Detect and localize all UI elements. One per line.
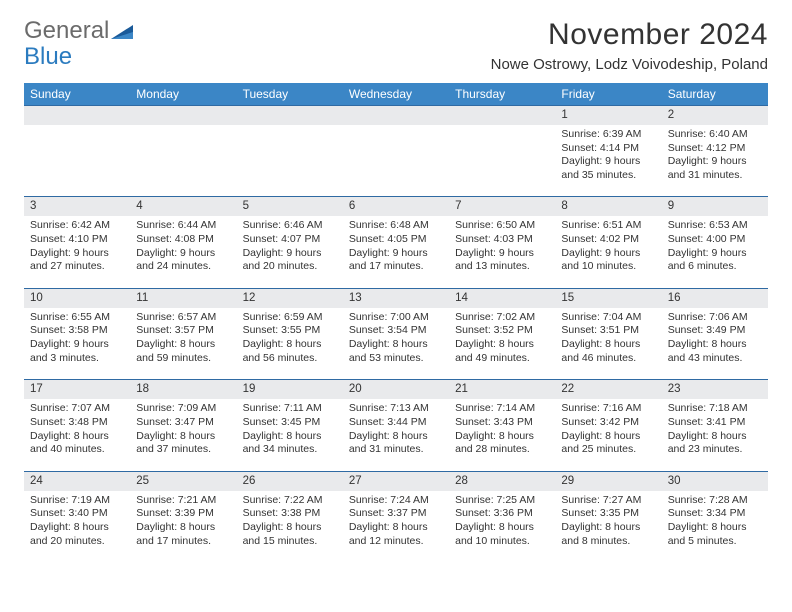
daynum-row: 17181920212223	[24, 380, 768, 399]
day-content-cell: Sunrise: 7:06 AMSunset: 3:49 PMDaylight:…	[662, 308, 768, 380]
day-number-cell: 13	[343, 288, 449, 307]
logo-text: General Blue	[24, 18, 133, 69]
logo-triangle-icon	[111, 19, 133, 44]
day-content-cell: Sunrise: 6:55 AMSunset: 3:58 PMDaylight:…	[24, 308, 130, 380]
weekday-header: Wednesday	[343, 83, 449, 106]
day-content-cell: Sunrise: 6:50 AMSunset: 4:03 PMDaylight:…	[449, 216, 555, 288]
day-number-cell: 5	[237, 197, 343, 216]
day-number-cell: 21	[449, 380, 555, 399]
day-number-cell: 6	[343, 197, 449, 216]
day-content-cell: Sunrise: 7:19 AMSunset: 3:40 PMDaylight:…	[24, 491, 130, 563]
day-number-cell: 10	[24, 288, 130, 307]
day-number-cell	[343, 106, 449, 125]
day-number-cell: 25	[130, 471, 236, 490]
day-content-cell: Sunrise: 7:24 AMSunset: 3:37 PMDaylight:…	[343, 491, 449, 563]
day-content-cell: Sunrise: 6:51 AMSunset: 4:02 PMDaylight:…	[555, 216, 661, 288]
calendar-table: SundayMondayTuesdayWednesdayThursdayFrid…	[24, 83, 768, 563]
day-content-row: Sunrise: 6:42 AMSunset: 4:10 PMDaylight:…	[24, 216, 768, 288]
weekday-header: Thursday	[449, 83, 555, 106]
day-content-cell: Sunrise: 7:21 AMSunset: 3:39 PMDaylight:…	[130, 491, 236, 563]
day-content-cell: Sunrise: 7:04 AMSunset: 3:51 PMDaylight:…	[555, 308, 661, 380]
day-number-cell: 14	[449, 288, 555, 307]
title-block: November 2024 Nowe Ostrowy, Lodz Voivode…	[491, 18, 768, 73]
day-content-cell: Sunrise: 6:40 AMSunset: 4:12 PMDaylight:…	[662, 125, 768, 197]
day-content-row: Sunrise: 7:19 AMSunset: 3:40 PMDaylight:…	[24, 491, 768, 563]
day-content-cell: Sunrise: 7:13 AMSunset: 3:44 PMDaylight:…	[343, 399, 449, 471]
daynum-row: 10111213141516	[24, 288, 768, 307]
day-content-cell	[24, 125, 130, 197]
logo: General Blue	[24, 18, 133, 69]
day-content-cell	[130, 125, 236, 197]
day-content-row: Sunrise: 7:07 AMSunset: 3:48 PMDaylight:…	[24, 399, 768, 471]
month-title: November 2024	[491, 18, 768, 52]
weekday-header: Sunday	[24, 83, 130, 106]
day-content-cell	[343, 125, 449, 197]
day-content-cell	[237, 125, 343, 197]
day-number-cell: 28	[449, 471, 555, 490]
logo-word-general: General	[24, 17, 109, 44]
weekday-header: Saturday	[662, 83, 768, 106]
day-content-cell: Sunrise: 6:48 AMSunset: 4:05 PMDaylight:…	[343, 216, 449, 288]
day-number-cell: 2	[662, 106, 768, 125]
day-number-cell: 11	[130, 288, 236, 307]
day-number-cell: 29	[555, 471, 661, 490]
day-content-cell: Sunrise: 6:57 AMSunset: 3:57 PMDaylight:…	[130, 308, 236, 380]
weekday-header-row: SundayMondayTuesdayWednesdayThursdayFrid…	[24, 83, 768, 106]
day-number-cell: 26	[237, 471, 343, 490]
day-number-cell: 17	[24, 380, 130, 399]
daynum-row: 24252627282930	[24, 471, 768, 490]
day-content-cell: Sunrise: 7:14 AMSunset: 3:43 PMDaylight:…	[449, 399, 555, 471]
day-content-cell: Sunrise: 7:28 AMSunset: 3:34 PMDaylight:…	[662, 491, 768, 563]
day-content-cell: Sunrise: 6:59 AMSunset: 3:55 PMDaylight:…	[237, 308, 343, 380]
day-content-cell: Sunrise: 7:25 AMSunset: 3:36 PMDaylight:…	[449, 491, 555, 563]
page: General Blue November 2024 Nowe Ostrowy,…	[0, 0, 792, 563]
header: General Blue November 2024 Nowe Ostrowy,…	[24, 18, 768, 73]
day-number-cell: 18	[130, 380, 236, 399]
day-content-cell: Sunrise: 7:18 AMSunset: 3:41 PMDaylight:…	[662, 399, 768, 471]
day-number-cell: 30	[662, 471, 768, 490]
day-number-cell	[237, 106, 343, 125]
day-content-cell: Sunrise: 7:11 AMSunset: 3:45 PMDaylight:…	[237, 399, 343, 471]
day-number-cell: 3	[24, 197, 130, 216]
day-number-cell: 20	[343, 380, 449, 399]
day-number-cell: 15	[555, 288, 661, 307]
day-number-cell: 7	[449, 197, 555, 216]
day-number-cell: 9	[662, 197, 768, 216]
day-number-cell	[449, 106, 555, 125]
day-content-cell: Sunrise: 7:09 AMSunset: 3:47 PMDaylight:…	[130, 399, 236, 471]
day-number-cell: 19	[237, 380, 343, 399]
day-number-cell: 24	[24, 471, 130, 490]
day-number-cell: 12	[237, 288, 343, 307]
day-content-cell: Sunrise: 7:22 AMSunset: 3:38 PMDaylight:…	[237, 491, 343, 563]
day-number-cell: 4	[130, 197, 236, 216]
location-line: Nowe Ostrowy, Lodz Voivodeship, Poland	[491, 56, 768, 73]
weekday-header: Tuesday	[237, 83, 343, 106]
day-number-cell: 1	[555, 106, 661, 125]
day-content-cell: Sunrise: 6:44 AMSunset: 4:08 PMDaylight:…	[130, 216, 236, 288]
day-content-row: Sunrise: 6:39 AMSunset: 4:14 PMDaylight:…	[24, 125, 768, 197]
day-number-cell: 8	[555, 197, 661, 216]
day-content-cell: Sunrise: 6:39 AMSunset: 4:14 PMDaylight:…	[555, 125, 661, 197]
day-content-cell: Sunrise: 7:16 AMSunset: 3:42 PMDaylight:…	[555, 399, 661, 471]
day-number-cell: 27	[343, 471, 449, 490]
day-content-cell: Sunrise: 7:02 AMSunset: 3:52 PMDaylight:…	[449, 308, 555, 380]
day-number-cell	[24, 106, 130, 125]
day-content-cell: Sunrise: 7:27 AMSunset: 3:35 PMDaylight:…	[555, 491, 661, 563]
day-content-cell: Sunrise: 7:07 AMSunset: 3:48 PMDaylight:…	[24, 399, 130, 471]
day-number-cell: 23	[662, 380, 768, 399]
logo-word-blue: Blue	[24, 43, 72, 70]
day-number-cell	[130, 106, 236, 125]
day-number-cell: 22	[555, 380, 661, 399]
day-content-row: Sunrise: 6:55 AMSunset: 3:58 PMDaylight:…	[24, 308, 768, 380]
day-content-cell: Sunrise: 6:46 AMSunset: 4:07 PMDaylight:…	[237, 216, 343, 288]
weekday-header: Monday	[130, 83, 236, 106]
daynum-row: 12	[24, 106, 768, 125]
day-content-cell: Sunrise: 6:42 AMSunset: 4:10 PMDaylight:…	[24, 216, 130, 288]
day-content-cell	[449, 125, 555, 197]
day-content-cell: Sunrise: 7:00 AMSunset: 3:54 PMDaylight:…	[343, 308, 449, 380]
daynum-row: 3456789	[24, 197, 768, 216]
day-content-cell: Sunrise: 6:53 AMSunset: 4:00 PMDaylight:…	[662, 216, 768, 288]
weekday-header: Friday	[555, 83, 661, 106]
day-number-cell: 16	[662, 288, 768, 307]
